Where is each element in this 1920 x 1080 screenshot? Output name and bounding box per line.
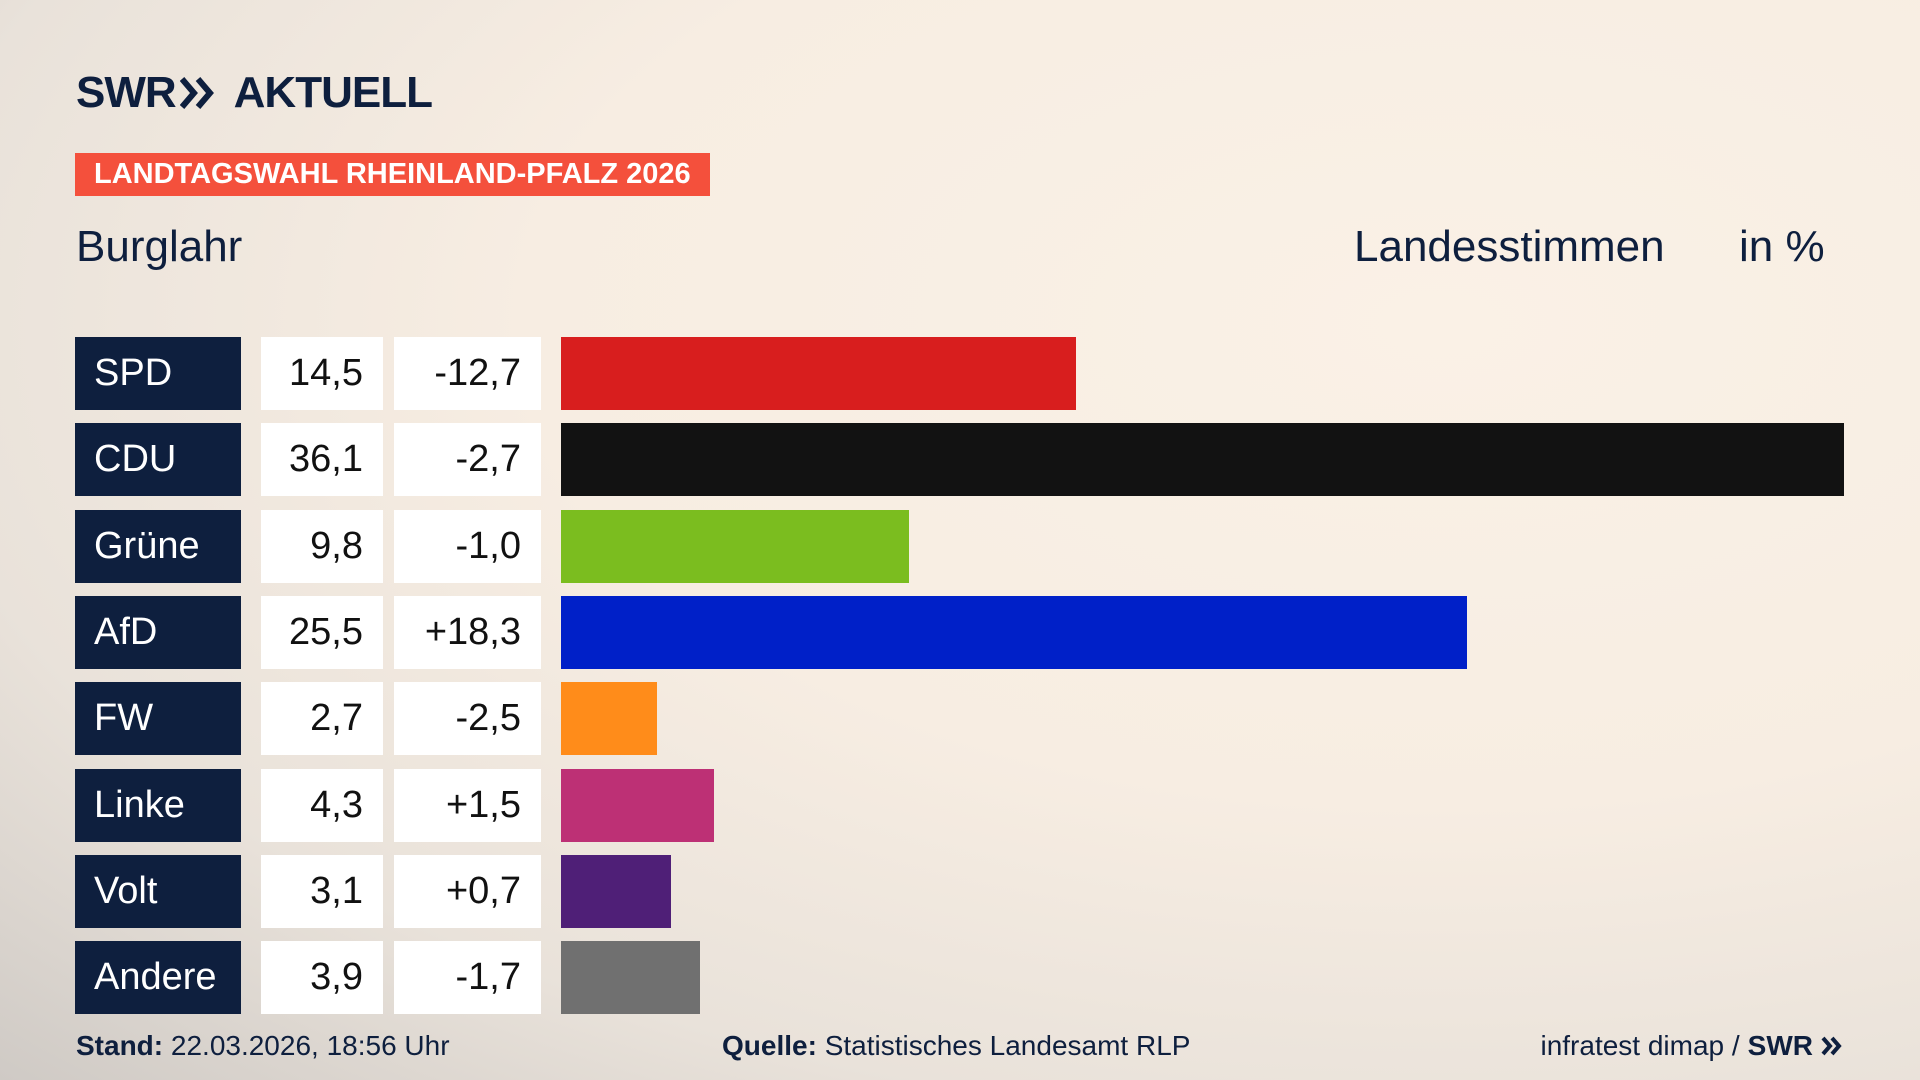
value-label: 2,7 [261, 682, 383, 756]
logo-text: AKTUELL [233, 68, 433, 117]
change-label: +1,5 [394, 768, 541, 842]
party-name: FW [75, 682, 241, 756]
change-label: -1,0 [394, 509, 541, 583]
change-label: -12,7 [394, 337, 541, 410]
footer-source: Quelle: Statistisches Landesamt RLP [722, 1030, 1190, 1062]
logo-chevrons [1821, 1036, 1842, 1056]
badge: LANDTAGSWAHL RHEINLAND-PFALZ 2026 [75, 153, 710, 196]
value-label: 3,1 [261, 854, 383, 928]
party-name: Andere [75, 941, 241, 1015]
change-label: +0,7 [394, 854, 541, 928]
footer-credit: infratest dimap / SWR [1540, 1030, 1843, 1062]
bar [561, 509, 910, 583]
change-label: +18,3 [394, 595, 541, 669]
logo-text: SWR [76, 68, 177, 117]
unit: in % [1739, 222, 1825, 271]
value-label: 3,9 [261, 941, 383, 1015]
value-label: 4,3 [261, 768, 383, 842]
credit: infratest dimap / [1540, 1030, 1740, 1061]
value-label: 9,8 [261, 509, 383, 583]
logo: SWR AKTUELL [76, 68, 433, 118]
party-name: Volt [75, 854, 241, 928]
logo-chevrons [179, 77, 214, 109]
change-label: -1,7 [394, 941, 541, 1015]
date: 22.03.2026, 18:56 Uhr [170, 1030, 450, 1061]
bar [561, 337, 1077, 410]
label: Quelle: [722, 1030, 817, 1061]
bar [561, 423, 1844, 497]
party-name: Linke [75, 768, 241, 842]
change-label: -2,7 [394, 423, 541, 497]
bar [561, 768, 714, 842]
footer-stand: Stand: 22.03.2026, 18:56 Uhr [76, 1030, 450, 1062]
value-label: 14,5 [261, 337, 383, 410]
party-name: AfD [75, 595, 241, 669]
value-label: 25,5 [261, 595, 383, 669]
party-name: SPD [75, 337, 241, 410]
bar [561, 854, 672, 928]
location: Burglahr [76, 222, 243, 271]
label: Stand: [76, 1030, 164, 1061]
bar [561, 595, 1468, 669]
party-name: CDU [75, 423, 241, 497]
value-label: 36,1 [261, 423, 383, 497]
party-name: Grüne [75, 509, 241, 583]
credit-logo: SWR [1747, 1030, 1813, 1061]
bar [561, 941, 700, 1015]
change-label: -2,5 [394, 682, 541, 756]
source: Statistisches Landesamt RLP [824, 1030, 1191, 1061]
bar [561, 682, 657, 756]
measure: Landesstimmen [1354, 222, 1665, 271]
